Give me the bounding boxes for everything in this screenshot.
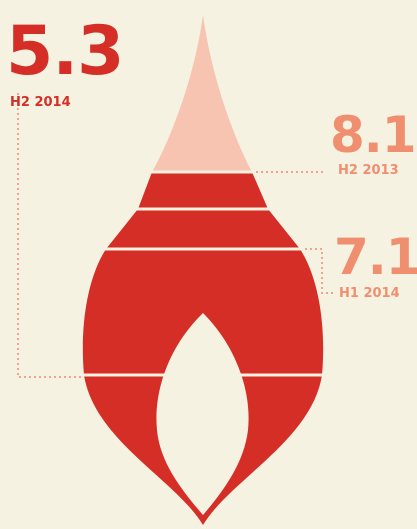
level-lines	[82, 170, 324, 377]
period-label: H1 2014	[339, 286, 400, 301]
leader-lines	[17, 93, 334, 378]
flame-core	[156, 313, 249, 515]
value-label: 8.1	[330, 106, 417, 164]
leader-line	[17, 93, 84, 378]
value-label: 5.3	[6, 12, 124, 91]
period-label: H2 2014	[10, 95, 71, 110]
value-label: 7.1	[334, 228, 417, 286]
flame-tip	[152, 15, 252, 172]
period-label: H2 2013	[338, 163, 399, 178]
leader-line	[290, 248, 334, 294]
